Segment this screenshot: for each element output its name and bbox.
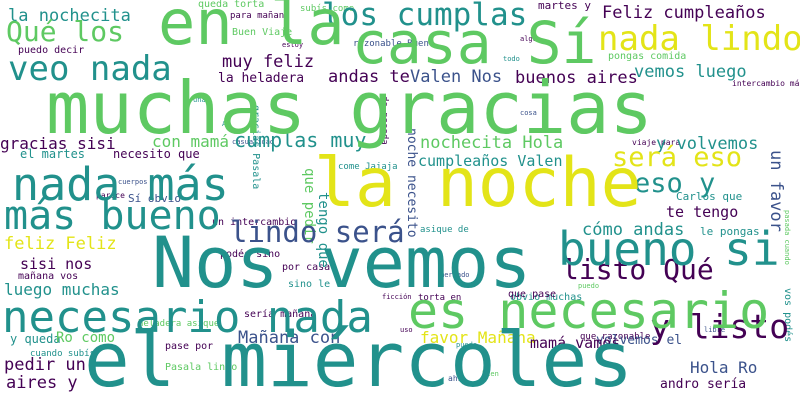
cloud-word: asique de: [420, 225, 469, 235]
cloud-word: Sí obvio: [128, 192, 181, 205]
cloud-word: mamá vamos: [530, 334, 621, 352]
cloud-word: cumpleaños Valen: [418, 152, 563, 170]
cloud-word: y volvemos: [656, 134, 759, 154]
cloud-word: podés sino: [220, 249, 281, 260]
cloud-word: bueno si: [558, 222, 780, 276]
cloud-word: veo nada: [8, 49, 172, 89]
cloud-word: sería mañana: [244, 309, 317, 320]
cloud-word: Valen Nos: [410, 67, 503, 87]
cloud-word: la nochecita: [8, 6, 131, 26]
cloud-word: eso y: [634, 168, 716, 199]
cloud-word: mercado: [440, 271, 470, 279]
cloud-word: cuerpos: [118, 178, 148, 186]
cloud-word: cumplas muy: [234, 128, 367, 152]
cloud-word: intercambio más: [732, 79, 800, 88]
cloud-word: andro sería: [660, 377, 747, 392]
cloud-word: necesario nada: [2, 292, 373, 343]
cloud-word: lindo será: [230, 215, 405, 249]
cloud-word: Ai: [222, 120, 231, 128]
cloud-word: un intercambio: [212, 217, 297, 228]
cloud-word: martes y: [538, 0, 591, 12]
cloud-word: puedo decir: [18, 45, 85, 56]
cloud-word: heladera asique: [138, 319, 220, 329]
cloud-word: muy feliz: [222, 52, 315, 72]
cloud-word: es necesario: [408, 282, 770, 340]
cloud-word: casa Sí: [352, 9, 597, 77]
cloud-word: le pongas: [700, 225, 760, 238]
cloud-word: nada lindo: [598, 19, 800, 59]
cloud-word: luego muchas: [4, 280, 120, 299]
cloud-word: volvemos el: [596, 333, 683, 348]
cloud-word: andas te: [328, 67, 410, 87]
cloud-word: bien: [482, 370, 499, 378]
cloud-word: queda torta: [198, 0, 265, 10]
cloud-word: listo Qué: [562, 253, 714, 286]
cloud-word: que razonable: [580, 332, 651, 342]
cloud-word: casualidad: [232, 138, 275, 146]
cloud-word: en la: [158, 0, 345, 59]
cloud-word: mañana vos: [18, 271, 79, 282]
cloud-word: sino le: [288, 279, 331, 290]
cloud-word: una: [193, 96, 206, 104]
cloud-word: la heladera: [218, 71, 305, 86]
cloud-word: todo: [503, 55, 520, 63]
cloud-word: pongas comida: [608, 51, 687, 62]
cloud-word: Nos vemos: [152, 222, 532, 304]
cloud-word: que pase: [508, 289, 557, 300]
cloud-word: cosa: [520, 109, 537, 117]
cloud-word: puede: [456, 341, 478, 349]
cloud-word: puedo: [578, 282, 600, 290]
cloud-word: la noche: [314, 144, 642, 223]
cloud-word: buenos aires: [515, 68, 638, 88]
cloud-word: sisi nos: [20, 255, 93, 273]
cloud-word: nochecita Hola: [420, 133, 564, 153]
cloud-word: Mañana con: [238, 328, 341, 348]
cloud-word: torta en: [418, 293, 462, 303]
cloud-word: Qué los: [6, 15, 125, 48]
cloud-word: Hola Ro: [690, 358, 758, 377]
cloud-word: gracias sisi: [0, 134, 116, 153]
cloud-word: Carlos que: [676, 190, 743, 203]
cloud-word: estoy: [282, 41, 304, 49]
cloud-word: y queda: [10, 332, 61, 346]
cloud-word: obvio muchas: [510, 292, 583, 303]
cloud-word: los cumplas: [322, 0, 528, 33]
cloud-word: razonable Buen: [353, 39, 429, 49]
cloud-word: come Jajaja: [338, 162, 398, 172]
cloud-word: parece: [96, 191, 125, 200]
cloud-word: más bueno: [4, 193, 221, 239]
cloud-word: y listo: [650, 307, 790, 346]
cloud-word: para mañana: [230, 11, 290, 21]
cloud-word: ahí: [448, 374, 463, 383]
cloud-word: cuando subís: [30, 349, 96, 359]
cloud-word: ficción: [382, 293, 412, 301]
cloud-word: te tengo: [666, 203, 739, 221]
cloud-word: uso: [400, 326, 413, 334]
cloud-word: vemos luego: [634, 62, 747, 82]
cloud-word: será eso: [612, 142, 743, 173]
cloud-word: Ro cómo: [56, 330, 116, 346]
cloud-word: con mamá: [152, 132, 230, 151]
cloud-word: Feliz cumpleaños: [602, 3, 766, 23]
cloud-word: Buen Viaje: [232, 27, 293, 38]
cloud-word: un favor: [766, 150, 786, 232]
cloud-word: favor Mañana: [420, 328, 536, 347]
cloud-word: pase por: [165, 341, 214, 352]
cloud-word: libre: [704, 326, 726, 334]
cloud-word: Pasala lindo: [165, 362, 238, 373]
cloud-word: algo: [520, 35, 537, 43]
cloud-word: el martes: [20, 147, 86, 161]
cloud-word: aires y: [6, 373, 78, 393]
cloud-word: subís come: [300, 4, 355, 14]
cloud-word: viaje para: [632, 138, 681, 147]
cloud-word: por casa: [282, 262, 331, 273]
cloud-word: muchas gracias: [46, 66, 653, 150]
cloud-word: pedir un: [4, 355, 86, 375]
cloud-word: nada más: [12, 158, 229, 211]
cloud-word: feliz Feliz: [4, 234, 117, 254]
cloud-word: el miércoles: [84, 315, 634, 400]
cloud-word: necesito que: [113, 147, 200, 161]
cloud-word: cómo andas: [582, 220, 685, 240]
